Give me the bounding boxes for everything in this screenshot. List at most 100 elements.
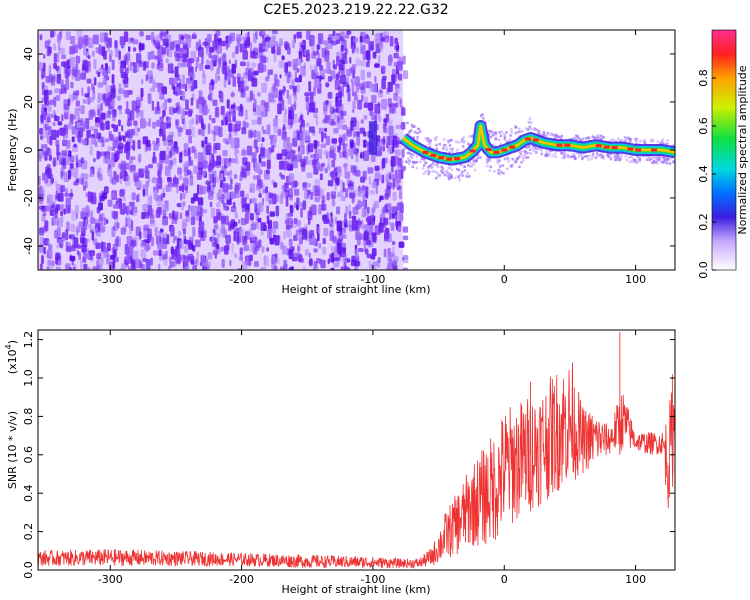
- track-halo: [648, 158, 651, 162]
- noise-blob: [44, 123, 49, 131]
- noise-blob: [311, 204, 317, 216]
- track-halo: [426, 137, 429, 140]
- noise-blob: [188, 135, 192, 144]
- noise-blob: [232, 76, 236, 87]
- noise-blob: [69, 255, 76, 262]
- noise-blob: [137, 139, 141, 150]
- track-halo: [429, 139, 432, 143]
- noise-blob: [177, 127, 183, 133]
- track-halo: [403, 147, 407, 150]
- noise-blob: [42, 150, 45, 156]
- noise-blob: [254, 203, 257, 213]
- noise-blob: [159, 152, 165, 163]
- noise-blob: [93, 58, 97, 70]
- track-halo: [613, 153, 616, 157]
- noise-blob: [73, 181, 79, 186]
- noise-blob: [112, 139, 116, 149]
- noise-blob: [284, 41, 289, 49]
- noise-blob: [215, 72, 218, 84]
- noise-blob: [356, 131, 360, 137]
- noise-blob: [355, 84, 359, 93]
- noise-blob: [89, 126, 95, 131]
- noise-blob: [293, 188, 300, 196]
- track-halo: [409, 155, 412, 159]
- noise-blob: [197, 184, 200, 195]
- track-peak: [454, 157, 460, 161]
- noise-blob: [50, 76, 56, 86]
- track-halo: [431, 170, 434, 173]
- noise-blob: [308, 189, 311, 195]
- noise-blob: [116, 150, 120, 161]
- noise-blob: [296, 84, 300, 93]
- noise-blob: [68, 150, 72, 158]
- track-halo: [524, 156, 528, 159]
- track-halo: [435, 147, 439, 151]
- noise-blob: [83, 263, 88, 270]
- x-tick-label: 0: [501, 273, 508, 286]
- noise-blob: [92, 266, 97, 270]
- noise-blob: [122, 195, 126, 202]
- noise-blob: [43, 246, 46, 255]
- noise-blob: [241, 261, 248, 270]
- noise-blob: [133, 47, 137, 52]
- noise-blob: [233, 174, 238, 179]
- track-halo: [563, 151, 566, 154]
- noise-blob: [154, 227, 158, 237]
- noise-blob: [155, 183, 162, 189]
- noise-blob: [125, 108, 130, 114]
- noise-blob: [283, 124, 286, 131]
- track-halo: [499, 165, 502, 168]
- noise-blob: [72, 238, 75, 249]
- track-halo: [528, 117, 532, 120]
- noise-blob: [63, 61, 67, 69]
- noise-blob: [92, 50, 95, 57]
- snr-y-axis-label: SNR (10 * v/v): [6, 411, 19, 489]
- track-halo: [526, 156, 530, 159]
- track-halo: [467, 164, 470, 167]
- noise-blob: [391, 174, 397, 182]
- noise-blob: [346, 30, 352, 35]
- noise-blob: [253, 47, 258, 56]
- track-halo: [666, 157, 669, 161]
- noise-blob: [185, 239, 192, 245]
- noise-blob: [129, 165, 135, 174]
- track-halo: [642, 140, 646, 143]
- track-halo: [609, 152, 613, 156]
- noise-blob: [73, 167, 79, 178]
- noise-blob: [251, 130, 258, 137]
- noise-blob: [240, 61, 246, 67]
- track-halo: [411, 165, 414, 169]
- noise-blob: [117, 95, 121, 101]
- noise-blob: [297, 246, 301, 252]
- track-halo: [609, 139, 613, 142]
- noise-blob: [119, 65, 124, 74]
- noise-blob: [304, 130, 310, 142]
- noise-blob: [113, 249, 117, 258]
- noise-blob: [187, 36, 192, 42]
- noise-blob: [391, 213, 395, 219]
- track-halo: [636, 161, 639, 164]
- track-halo: [434, 170, 437, 174]
- noise-blob: [183, 185, 188, 191]
- noise-blob: [128, 201, 135, 207]
- noise-blob: [375, 38, 379, 45]
- noise-blob: [120, 227, 126, 235]
- track-halo: [625, 140, 629, 144]
- noise-blob: [371, 83, 378, 93]
- noise-blob: [152, 78, 155, 90]
- noise-blob: [140, 249, 147, 258]
- noise-blob: [352, 193, 355, 202]
- noise-blob: [253, 139, 258, 149]
- track-halo: [445, 147, 448, 150]
- noise-blob: [54, 194, 60, 201]
- track-halo: [436, 165, 440, 168]
- noise-blob: [216, 155, 222, 166]
- noise-blob: [230, 92, 235, 97]
- x-tick-label: -100: [360, 573, 385, 586]
- noise-blob: [381, 78, 386, 90]
- noise-blob: [192, 226, 196, 237]
- noise-blob: [142, 189, 145, 197]
- noise-blob: [397, 224, 402, 233]
- noise-blob: [228, 172, 232, 180]
- noise-blob: [97, 109, 100, 116]
